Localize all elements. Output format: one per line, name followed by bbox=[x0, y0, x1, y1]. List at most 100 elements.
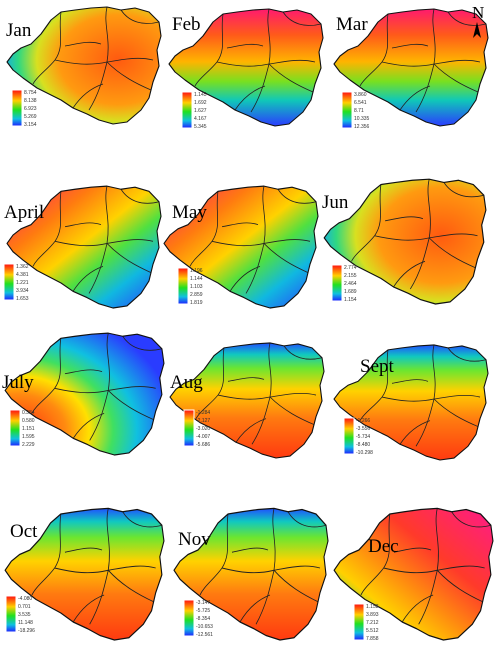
legend-value: 4.381 bbox=[16, 272, 29, 278]
map-shape bbox=[323, 178, 487, 305]
legend-value: 1.819 bbox=[190, 300, 203, 306]
legend: 1.158 3.893 7.212 5.512 7.858 bbox=[353, 603, 379, 642]
legend-value: -10.653 bbox=[196, 624, 213, 630]
legend-colorbar bbox=[353, 603, 365, 641]
month-label: Dec bbox=[368, 536, 399, 557]
legend-value: 8.71 bbox=[354, 108, 364, 114]
legend-value: -3.020 bbox=[196, 426, 210, 432]
map-shape bbox=[6, 185, 162, 309]
legend: 1.196 1.144 1.103 2.859 1.819 bbox=[177, 267, 203, 306]
legend-value: 1.221 bbox=[16, 280, 29, 286]
north-arrow-icon bbox=[473, 22, 481, 38]
legend-value: -18.296 bbox=[18, 628, 35, 634]
legend-colorbar bbox=[5, 595, 17, 633]
legend-colorbar bbox=[331, 264, 343, 302]
map-shape bbox=[168, 8, 324, 127]
legend-value: 3.860 bbox=[354, 92, 367, 98]
legend-value: 5.345 bbox=[194, 124, 207, 130]
month-label: May bbox=[172, 202, 207, 223]
month-label: Aug bbox=[170, 372, 203, 393]
legend-value: 1.145 bbox=[194, 92, 207, 98]
legend-value: 1.103 bbox=[190, 284, 203, 290]
legend-value: 1.689 bbox=[344, 289, 357, 295]
legend-value: 1.627 bbox=[194, 108, 207, 114]
legend-value: -5.686 bbox=[196, 442, 210, 448]
legend: 1.145 1.692 1.627 4.167 5.345 bbox=[181, 91, 207, 130]
legend-colorbar bbox=[341, 91, 353, 129]
legend-colorbar bbox=[343, 417, 355, 455]
legend-value: -1.284 bbox=[196, 410, 210, 416]
map-shape bbox=[333, 507, 494, 641]
legend-value: 3.934 bbox=[16, 288, 29, 294]
legend-value: 7.858 bbox=[366, 636, 379, 642]
legend-value: 5.512 bbox=[366, 628, 379, 634]
map-shape bbox=[4, 507, 165, 641]
legend-value: 4.167 bbox=[194, 116, 207, 122]
map-panel-feb: Feb 1.145 1.692 1.627 4.167 5.345 bbox=[168, 8, 324, 130]
map-panels: Jan 8.754 8.138 6.923 5.269 3.154 Feb 1.145 1.69… bbox=[2, 6, 494, 642]
month-label: Jan bbox=[6, 20, 32, 41]
month-label: July bbox=[2, 372, 34, 393]
legend-value: 12.356 bbox=[354, 124, 370, 130]
month-label: Mar bbox=[336, 14, 368, 35]
legend-value: 0.701 bbox=[18, 604, 31, 610]
map-shape bbox=[333, 344, 489, 461]
legend-colorbar bbox=[11, 89, 23, 127]
legend-value: 1.692 bbox=[194, 100, 207, 106]
legend: 3.860 6.541 8.71 10.335 12.356 bbox=[341, 91, 370, 130]
legend-value: 3.154 bbox=[24, 122, 37, 128]
legend-value: -4.007 bbox=[196, 434, 210, 440]
map-panel-july: July 0.384 0.580 1.151 1.595 2.229 bbox=[2, 332, 165, 456]
legend-colorbar bbox=[9, 409, 21, 447]
legend: -4.080 0.701 3.535 11.148 -18.296 bbox=[5, 595, 35, 634]
map-shape bbox=[173, 507, 329, 641]
legend: 0.384 0.580 1.151 1.595 2.229 bbox=[9, 409, 35, 448]
map-panel-mar: Mar 3.860 6.541 8.71 10.335 12.356 bbox=[333, 8, 489, 130]
legend-value: 3.893 bbox=[366, 612, 379, 618]
legend-value: 2.774 bbox=[344, 265, 357, 271]
legend-value: -4.080 bbox=[18, 596, 32, 602]
map-shape bbox=[169, 342, 325, 459]
legend-colorbar bbox=[181, 91, 193, 129]
legend-value: 2.229 bbox=[22, 442, 35, 448]
month-label: Feb bbox=[172, 14, 201, 35]
legend-value: -10.298 bbox=[356, 450, 373, 456]
legend: -1.284 -2.127 -3.020 -4.007 -5.686 bbox=[183, 409, 210, 448]
map-shape bbox=[4, 332, 165, 456]
legend-value: 5.269 bbox=[24, 114, 37, 120]
legend-value: 6.541 bbox=[354, 100, 367, 106]
map-shape bbox=[6, 6, 162, 125]
map-panel-aug: Aug -1.284 -2.127 -3.020 -4.007 -5.686 bbox=[169, 342, 325, 459]
month-label: Oct bbox=[10, 521, 38, 542]
legend-value: 1.158 bbox=[366, 604, 379, 610]
map-panel-oct: Oct -4.080 0.701 3.535 11.148 -18.296 bbox=[4, 507, 165, 641]
legend-value: 1.196 bbox=[190, 268, 203, 274]
legend: 8.754 8.138 6.923 5.269 3.154 bbox=[11, 89, 37, 128]
legend-value: -5.734 bbox=[356, 434, 370, 440]
legend-value: 2.464 bbox=[344, 281, 357, 287]
month-label: Nov bbox=[178, 529, 211, 550]
legend-colorbar bbox=[183, 409, 195, 447]
legend-value: -1.266 bbox=[356, 418, 370, 424]
north-arrow: N bbox=[472, 3, 484, 38]
map-panel-sept: Sept -1.266 -3.556 -5.734 -8.480 -10.298 bbox=[333, 344, 489, 461]
legend-value: -8.480 bbox=[356, 442, 370, 448]
legend-value: 1.595 bbox=[22, 434, 35, 440]
legend-value: 11.148 bbox=[18, 620, 33, 626]
legend-value: 8.138 bbox=[24, 98, 37, 104]
legend-colorbar bbox=[177, 267, 189, 305]
legend-value: -12.561 bbox=[196, 632, 213, 638]
legend-value: -3.147 bbox=[196, 600, 210, 606]
map-panel-nov: Nov -3.147 -5.725 -8.354 -10.653 -12.561 bbox=[173, 507, 329, 641]
legend-value: 2.859 bbox=[190, 292, 203, 298]
month-label: Jun bbox=[322, 192, 349, 213]
legend: 2.774 2.155 2.464 1.689 1.154 bbox=[331, 264, 357, 303]
legend-value: 8.754 bbox=[24, 90, 37, 96]
legend-value: 1.653 bbox=[16, 296, 29, 302]
legend-value: 6.923 bbox=[24, 106, 37, 112]
map-shape bbox=[163, 185, 319, 309]
legend-colorbar bbox=[183, 599, 195, 637]
legend-value: -5.725 bbox=[196, 608, 210, 614]
legend: -1.266 -3.556 -5.734 -8.480 -10.298 bbox=[343, 417, 373, 456]
map-panel-jan: Jan 8.754 8.138 6.923 5.269 3.154 bbox=[6, 6, 162, 128]
